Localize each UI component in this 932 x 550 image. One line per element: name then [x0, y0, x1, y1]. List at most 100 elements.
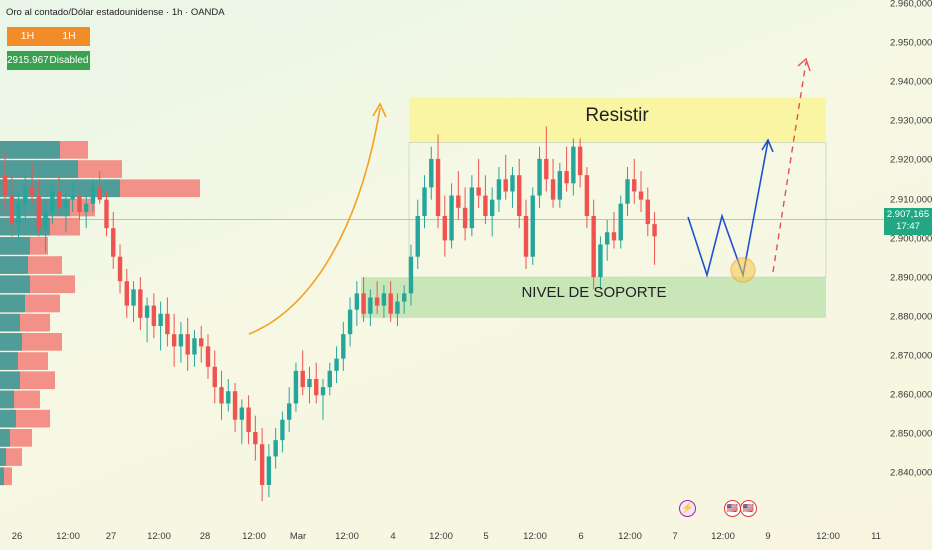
price-axis-label: 2.860,000: [890, 389, 932, 401]
volume-profile-bar-buy: [0, 141, 60, 159]
time-axis-label: 12:00: [147, 531, 171, 542]
breakout-projection: [772, 61, 807, 273]
candle-bearish: [77, 195, 82, 212]
candle-bearish: [104, 199, 109, 229]
candle-bullish: [395, 301, 400, 314]
candle-bullish: [449, 195, 454, 241]
price-axis-label: 2.870,000: [890, 350, 932, 362]
us-event-flag-icon[interactable]: 🇺🇸: [740, 500, 757, 517]
candle-bearish: [577, 146, 583, 176]
trend-arrow: [248, 107, 381, 335]
candle-bullish: [354, 293, 360, 310]
economic-event-icon[interactable]: ⚡: [679, 500, 696, 517]
candle-bearish: [564, 171, 569, 184]
projection-path: [687, 140, 769, 279]
time-axis-label: 12:00: [816, 531, 840, 542]
candle-bearish: [259, 444, 265, 485]
candle-bearish: [111, 228, 116, 257]
candle-bullish: [618, 203, 623, 241]
candle-bearish: [584, 175, 590, 216]
price-axis-label: 2.960,000: [890, 0, 932, 10]
current-price-value: 2.907,165: [886, 209, 930, 220]
time-axis-label: 12:00: [56, 531, 80, 542]
candle-bullish: [50, 191, 55, 212]
candle-bearish: [523, 215, 529, 257]
candle-bullish: [226, 391, 231, 404]
candle-bearish: [456, 195, 461, 208]
candle-bullish: [408, 256, 414, 294]
candle-bearish: [199, 338, 204, 347]
volume-profile-bar-buy: [0, 352, 18, 370]
symbol-title[interactable]: Oro al contado/Dólar estadounidense · 1h…: [6, 7, 225, 18]
candle-bullish: [286, 403, 292, 420]
candle-bearish: [442, 215, 448, 241]
candle-bearish: [462, 207, 468, 229]
candle-bearish: [503, 179, 508, 192]
projection-arrow-head: [761, 138, 774, 153]
candle-bearish: [632, 179, 637, 192]
volume-profile-bar-buy: [0, 467, 4, 486]
resistance-zone: [409, 97, 826, 143]
candle-bullish: [192, 338, 197, 355]
candle-bullish: [381, 293, 387, 306]
price-axis-label: 2.880,000: [890, 311, 932, 323]
price-axis-label: 2.840,000: [890, 467, 932, 479]
candle-bullish: [347, 309, 353, 335]
volume-profile-bar-buy: [0, 333, 22, 351]
candle-bearish: [205, 346, 211, 367]
candle-bearish: [232, 391, 238, 420]
candle-bullish: [131, 289, 136, 306]
candle-bullish: [557, 171, 563, 200]
price-axis-label: 2.900,000: [890, 233, 932, 245]
candle-bearish: [9, 195, 14, 225]
retest-circle: [730, 257, 756, 283]
candle-bullish: [530, 195, 535, 257]
volume-profile-bar-buy: [0, 390, 14, 409]
bar-countdown: 17:47: [896, 221, 920, 232]
indicator-status-badge: Disabled: [48, 51, 90, 70]
candle-bearish: [36, 195, 42, 229]
candle-bullish: [307, 378, 312, 388]
candle-bearish: [29, 187, 35, 196]
candle-bullish: [571, 146, 576, 184]
candle-bearish: [56, 191, 62, 208]
us-event-flag-icon[interactable]: 🇺🇸: [724, 500, 741, 517]
candle-bearish: [165, 313, 170, 335]
candle-bearish: [300, 370, 305, 388]
candle-bullish: [144, 305, 150, 318]
candle-bearish: [361, 293, 366, 314]
price-axis-label: 2.920,000: [890, 154, 932, 166]
volume-profile-bar-buy: [0, 371, 20, 390]
candle-bullish: [510, 175, 515, 192]
time-axis-label: 12:00: [429, 531, 453, 542]
volume-profile-bar-buy: [0, 448, 6, 466]
candle-bullish: [429, 158, 434, 188]
volume-profile-bar-buy: [0, 429, 10, 447]
price-axis-label: 2.940,000: [890, 76, 932, 88]
candle-bullish: [158, 313, 163, 327]
candle-bullish: [23, 187, 28, 204]
time-axis-label: 4: [390, 531, 396, 542]
volume-profile-bar-buy: [0, 294, 25, 313]
time-axis-label: 27: [105, 531, 117, 542]
volume-profile-bar-buy: [0, 409, 16, 428]
candle-bullish: [239, 407, 245, 420]
candle-bearish: [246, 407, 251, 432]
time-axis-label: 26: [11, 531, 23, 542]
timeframe-tag-right: 1H: [48, 27, 90, 46]
timeframe-tag-left: 1H: [7, 27, 48, 46]
candle-bearish: [171, 334, 177, 347]
time-axis-label: 12:00: [711, 531, 735, 542]
candle-bullish: [496, 179, 502, 200]
candle-bullish: [368, 297, 373, 314]
candle-bearish: [517, 175, 522, 216]
breakout-arrow-head: [797, 57, 811, 72]
time-axis-label: 28: [199, 531, 211, 542]
volume-profile-bar-buy: [0, 237, 30, 255]
price-axis-label: 2.910,000: [890, 194, 932, 205]
candle-bullish: [266, 456, 272, 485]
time-axis-label: 5: [483, 531, 489, 542]
support-zone-label: NIVEL DE SOPORTE: [521, 284, 667, 301]
